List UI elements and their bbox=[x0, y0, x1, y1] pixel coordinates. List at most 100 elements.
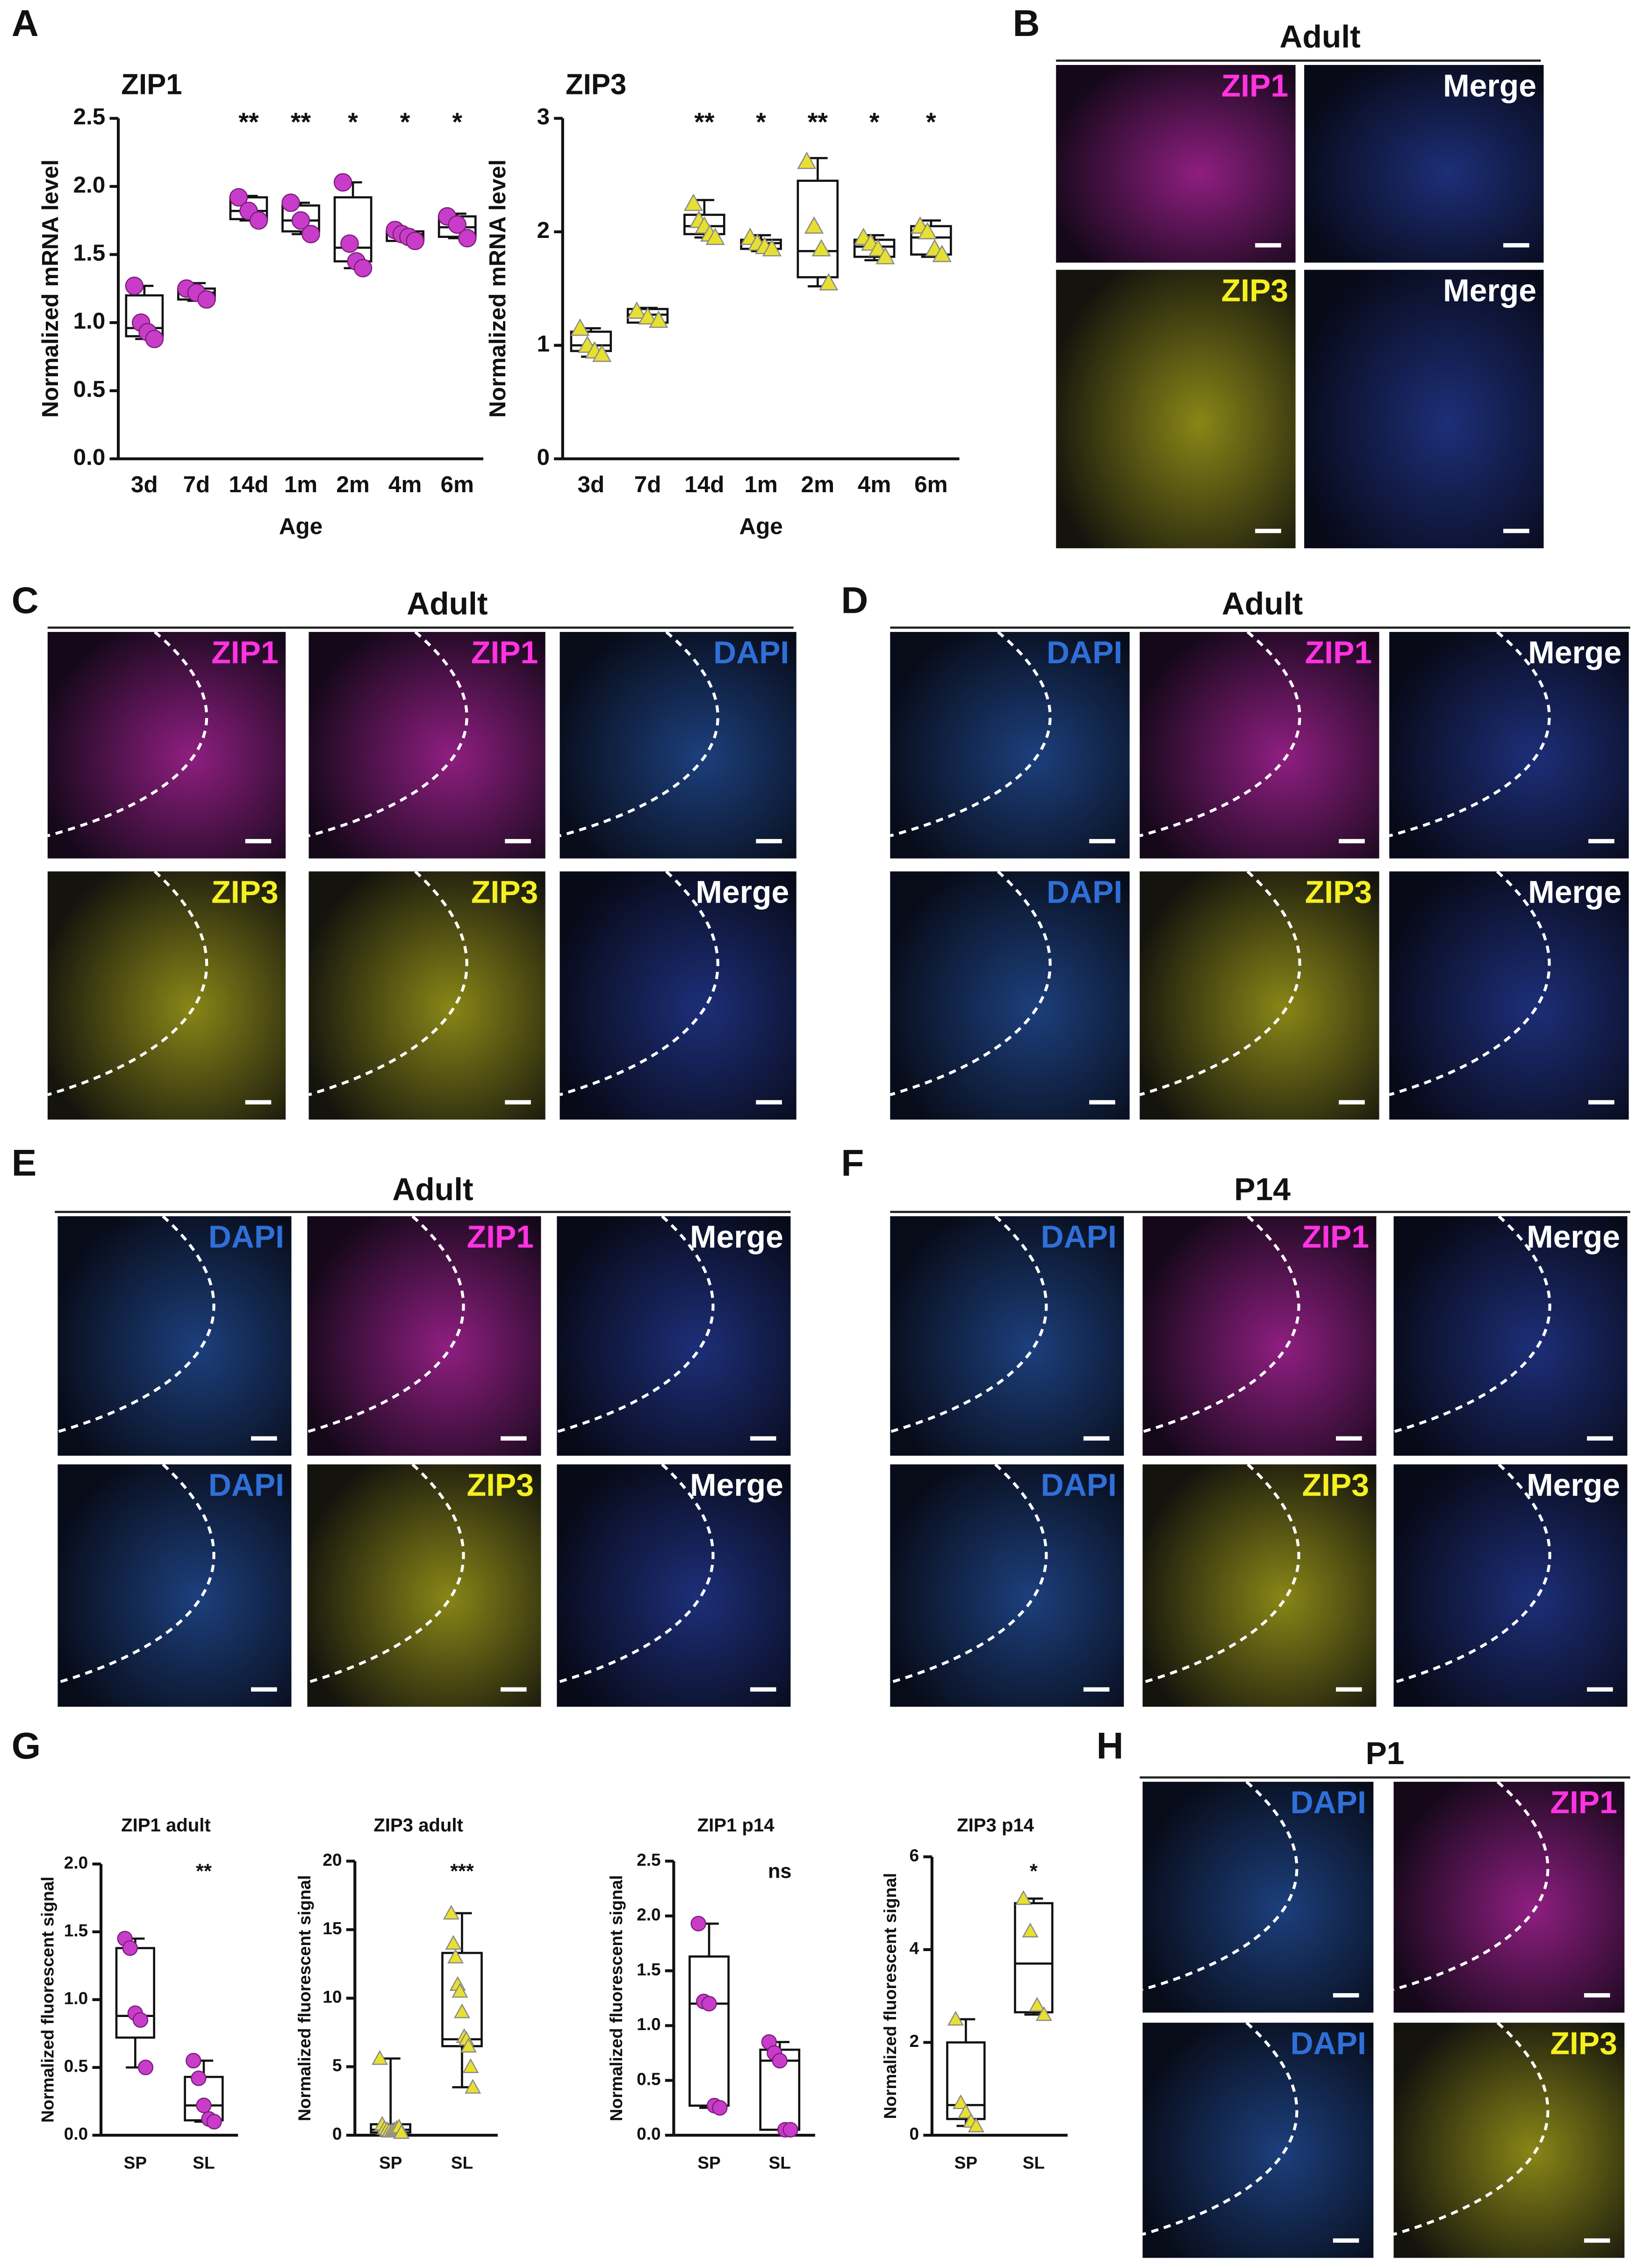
region-outline bbox=[1139, 870, 1301, 1097]
data-point bbox=[627, 301, 646, 319]
y-tick-label: 2 bbox=[537, 217, 549, 243]
region-outline bbox=[57, 1215, 215, 1433]
channel-label: ZIP3 bbox=[467, 1468, 534, 1503]
data-point bbox=[638, 307, 658, 325]
region-outline bbox=[307, 1215, 465, 1433]
channel-label: Merge bbox=[1443, 273, 1536, 309]
y-tick-label: 0 bbox=[332, 2124, 342, 2144]
data-point bbox=[445, 1935, 462, 1950]
significance: ** bbox=[238, 108, 259, 136]
data-point bbox=[819, 273, 839, 291]
y-tick-label: 0.5 bbox=[64, 2056, 88, 2076]
channel-label: DAPI bbox=[1041, 1220, 1117, 1255]
micrograph-signal bbox=[309, 632, 545, 859]
region-outline bbox=[1142, 1215, 1300, 1433]
micrograph-signal bbox=[1393, 1216, 1628, 1456]
data-point bbox=[465, 2079, 481, 2094]
y-tick-label: 0.0 bbox=[73, 445, 106, 470]
channel-label: Merge bbox=[696, 875, 789, 910]
x-tick-label: 6m bbox=[440, 472, 474, 497]
y-tick-label: 0.0 bbox=[64, 2124, 88, 2144]
micrograph-signal bbox=[57, 1464, 292, 1707]
channel-label: ZIP3 bbox=[1305, 875, 1372, 910]
chart-title: ZIP3 bbox=[566, 69, 626, 101]
significance: ** bbox=[291, 108, 311, 136]
y-tick-label: 0 bbox=[537, 445, 549, 470]
chart-title: ZIP3 p14 bbox=[957, 1815, 1034, 1836]
y-axis-label: Normalized mRNA level bbox=[37, 159, 63, 417]
region-outline bbox=[890, 1215, 1048, 1433]
x-tick-label: 3d bbox=[131, 472, 158, 497]
data-point bbox=[453, 2003, 470, 2018]
data-point bbox=[968, 2117, 984, 2132]
box bbox=[441, 1952, 483, 2047]
channel-label: DAPI bbox=[208, 1468, 284, 1503]
micrograph-signal bbox=[890, 871, 1130, 1120]
x-tick-label: SP bbox=[954, 2153, 977, 2172]
significance: * bbox=[756, 108, 766, 136]
micrograph-signal bbox=[47, 632, 286, 859]
micrograph-signal bbox=[1140, 632, 1379, 859]
significance: * bbox=[400, 108, 410, 136]
data-point bbox=[772, 2053, 788, 2069]
channel-label: Merge bbox=[690, 1468, 783, 1503]
y-tick-label: 4 bbox=[909, 1938, 919, 1958]
y-tick-label: 0 bbox=[909, 2124, 919, 2144]
region-outline bbox=[308, 631, 468, 838]
x-tick-label: 2m bbox=[336, 472, 369, 497]
channel-label: DAPI bbox=[1291, 1785, 1366, 1820]
y-tick-label: 1.0 bbox=[637, 2014, 660, 2034]
chart-title: ZIP1 p14 bbox=[697, 1815, 775, 1836]
micrograph-signal bbox=[1393, 1464, 1628, 1707]
x-axis-label: Age bbox=[279, 514, 323, 539]
channel-label: ZIP1 bbox=[211, 635, 278, 670]
x-tick-label: 7d bbox=[634, 472, 661, 497]
data-point bbox=[712, 2100, 728, 2116]
data-point bbox=[947, 2010, 964, 2026]
data-point bbox=[458, 229, 477, 248]
panel-letter: F bbox=[841, 1142, 864, 1184]
micrograph-signal bbox=[1056, 270, 1296, 548]
data-point bbox=[683, 194, 703, 211]
data-point bbox=[249, 211, 268, 230]
significance: ns bbox=[768, 1860, 791, 1883]
y-tick-label: 2.0 bbox=[73, 172, 106, 198]
data-point bbox=[868, 239, 888, 257]
channel-label: Merge bbox=[1528, 875, 1622, 910]
y-tick-label: 2.0 bbox=[637, 1905, 660, 1924]
channel-label: Merge bbox=[1528, 635, 1622, 670]
y-tick-label: 0.0 bbox=[637, 2124, 660, 2144]
channel-label: ZIP1 bbox=[471, 635, 538, 670]
micrograph-signal bbox=[1304, 65, 1544, 263]
x-tick-label: 7d bbox=[183, 472, 210, 497]
channel-label: DAPI bbox=[1047, 875, 1122, 910]
micrograph-signal bbox=[1142, 1781, 1374, 2013]
data-point bbox=[875, 247, 895, 265]
data-point bbox=[333, 173, 352, 192]
y-tick-label: 3 bbox=[537, 104, 549, 129]
y-axis-label: Normalized fluorescent signal bbox=[606, 1875, 626, 2121]
channel-label: ZIP3 bbox=[211, 875, 278, 910]
channel-label: Merge bbox=[690, 1220, 783, 1255]
panel-title: Adult bbox=[1279, 19, 1360, 54]
panel-title: P1 bbox=[1365, 1736, 1404, 1771]
panel-title: Adult bbox=[1222, 586, 1303, 621]
micrograph-signal bbox=[560, 871, 796, 1120]
channel-label: DAPI bbox=[1041, 1468, 1117, 1503]
data-point bbox=[125, 276, 144, 295]
data-point bbox=[340, 234, 359, 253]
data-point bbox=[952, 2094, 969, 2110]
micrograph-signal bbox=[57, 1216, 292, 1456]
significance: * bbox=[869, 108, 880, 136]
region-outline bbox=[556, 1215, 715, 1433]
channel-label: ZIP1 bbox=[1221, 68, 1288, 103]
x-tick-label: 4m bbox=[388, 472, 422, 497]
y-tick-label: 6 bbox=[909, 1845, 919, 1865]
region-outline bbox=[1142, 1780, 1299, 1991]
region-outline bbox=[890, 870, 1052, 1097]
micrograph-signal bbox=[557, 1464, 791, 1707]
micrograph-signal bbox=[307, 1464, 541, 1707]
chart-title: ZIP1 bbox=[121, 69, 182, 101]
data-point bbox=[137, 2060, 154, 2075]
channel-label: DAPI bbox=[1291, 2026, 1366, 2061]
